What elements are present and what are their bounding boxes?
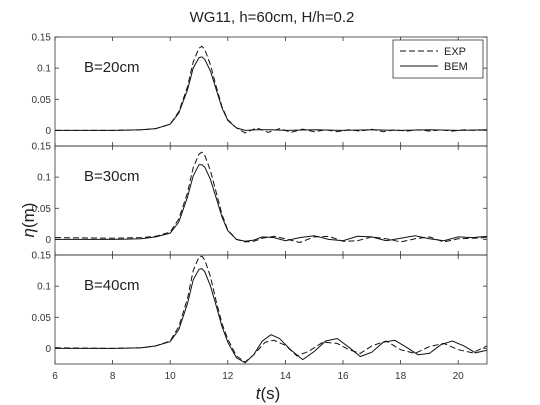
- x-axis-variable: t: [256, 384, 262, 403]
- panel-label: B=40cm: [84, 277, 139, 294]
- x-axis-unit: (s): [260, 384, 280, 403]
- series-line-bem: [55, 56, 487, 131]
- x-tick-label: 20: [453, 371, 465, 382]
- panel-3: 0 0.05 0.1 0.15 B=40cm 6 8 10 12 14 16 18 20: [32, 251, 488, 382]
- panel-frame: [54, 145, 488, 256]
- y-tick-label: 0.1: [37, 64, 51, 75]
- panel-frame: [54, 254, 488, 365]
- x-tick-label: 12: [222, 371, 234, 382]
- legend: EXP BEM: [392, 39, 484, 79]
- y-tick-label: 0.1: [37, 173, 51, 184]
- series-line-bem: [55, 268, 487, 364]
- x-axis-label: t(s): [256, 384, 281, 403]
- panel-2: 0 0.05 0.1 0.15 B=30cm: [32, 142, 488, 256]
- panel-label: B=30cm: [84, 168, 139, 185]
- series-line-exp: [55, 255, 487, 363]
- panel-label: B=20cm: [84, 59, 139, 76]
- x-tick-label: 10: [165, 371, 177, 382]
- y-tick-label: 0: [45, 344, 51, 355]
- x-tick-label: 8: [110, 371, 116, 382]
- x-tick-label: 6: [52, 371, 58, 382]
- y-axis-variable: η: [19, 228, 38, 237]
- y-tick-label: 0.05: [32, 204, 52, 215]
- y-axis-label: η(m): [19, 203, 38, 238]
- chart-title: WG11, h=60cm, H/h=0.2: [190, 9, 355, 26]
- y-tick-label: 0.1: [37, 282, 51, 293]
- y-tick-label: 0.15: [32, 33, 52, 44]
- y-tick-label: 0.15: [32, 142, 52, 153]
- y-tick-label: 0.15: [32, 251, 52, 262]
- plot-area: 0 0.05 0.1 0.15 B=20cm EXP BEM 0 0.05 0.1 0.15 B=30…: [32, 33, 488, 382]
- legend-box: [392, 39, 484, 79]
- y-tick-label: 0.05: [32, 313, 52, 324]
- series-line-exp: [55, 151, 487, 244]
- series-line-bem: [55, 164, 487, 242]
- x-tick-label: 16: [337, 371, 349, 382]
- panel-1: 0 0.05 0.1 0.15 B=20cm EXP BEM: [32, 33, 488, 147]
- y-tick-label: 0: [45, 235, 51, 246]
- x-tick-label: 18: [395, 371, 407, 382]
- x-tick-label: 14: [280, 371, 292, 382]
- y-axis-unit: (m): [19, 203, 38, 228]
- legend-entry-exp: EXP: [444, 46, 466, 58]
- legend-entry-bem: BEM: [444, 61, 468, 73]
- y-tick-label: 0: [45, 126, 51, 137]
- y-tick-label: 0.05: [32, 95, 52, 106]
